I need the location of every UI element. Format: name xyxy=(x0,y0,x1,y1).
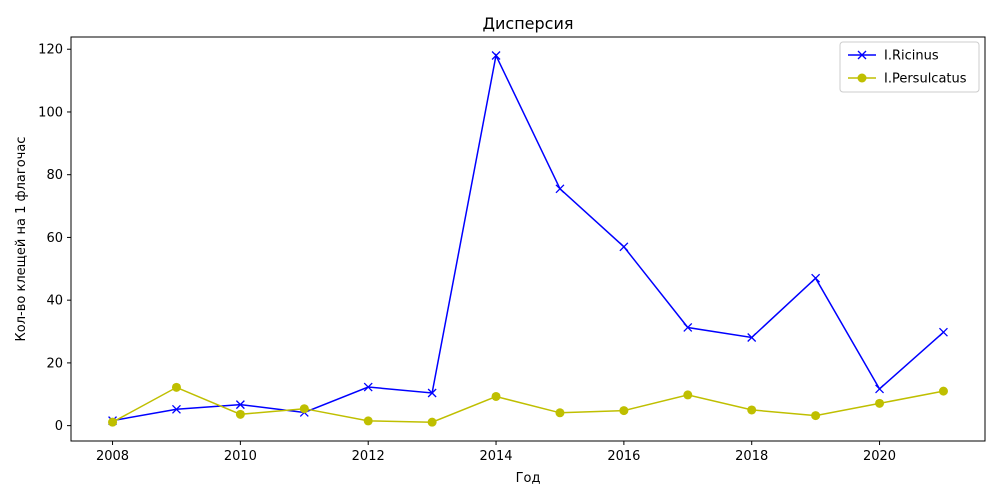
y-tick-label: 40 xyxy=(46,294,63,309)
series-i-ricinus xyxy=(108,51,948,426)
y-axis: 0 20 40 60 80 100 120 xyxy=(38,43,71,434)
y-tick-label: 120 xyxy=(38,43,63,58)
x-axis-title: Год xyxy=(516,471,541,486)
y-axis-title: Кол-во клещей на 1 флагочас xyxy=(14,137,29,342)
legend: I.Ricinus I.Persulcatus xyxy=(839,41,980,93)
y-tick-label: 60 xyxy=(46,231,63,246)
series-i-persulcatus xyxy=(108,382,948,427)
data-point-i-persulcatus xyxy=(747,405,757,415)
plot-frame xyxy=(70,36,986,442)
data-point-i-persulcatus xyxy=(555,408,565,418)
legend-item-i-persulcatus: I.Persulcatus xyxy=(848,72,967,87)
x-tick-label: 2012 xyxy=(352,449,385,464)
data-point-i-ricinus xyxy=(491,51,501,60)
data-point-i-persulcatus xyxy=(235,409,245,419)
y-tick-label: 100 xyxy=(38,105,63,120)
data-point-i-persulcatus xyxy=(171,382,181,392)
data-point-i-persulcatus xyxy=(491,391,501,401)
x-tick-label: 2010 xyxy=(224,449,257,464)
chart-title: Дисперсия xyxy=(483,14,574,33)
data-point-i-persulcatus xyxy=(683,390,693,400)
data-point-i-persulcatus xyxy=(299,404,309,414)
data-point-i-ricinus xyxy=(427,388,437,398)
data-point-i-persulcatus xyxy=(811,411,821,421)
data-point-i-ricinus xyxy=(363,382,373,392)
data-point-i-persulcatus xyxy=(938,386,948,396)
y-tick-label: 80 xyxy=(46,168,63,183)
series-line-i-persulcatus xyxy=(112,386,944,423)
data-point-i-ricinus xyxy=(747,333,757,342)
data-point-i-ricinus xyxy=(811,273,821,283)
data-point-i-ricinus xyxy=(172,404,181,414)
legend-item-i-ricinus: I.Ricinus xyxy=(848,49,939,64)
data-point-i-ricinus xyxy=(938,327,948,337)
x-axis: 2008 2010 2012 2014 2016 2018 2020 xyxy=(96,441,896,464)
y-tick-label: 20 xyxy=(46,356,63,371)
data-point-i-persulcatus xyxy=(875,398,885,408)
series-line-i-ricinus xyxy=(112,53,944,422)
legend-marker xyxy=(857,50,867,60)
x-tick-label: 2020 xyxy=(863,449,896,464)
x-tick-label: 2018 xyxy=(735,449,768,464)
data-point-i-persulcatus xyxy=(427,417,437,427)
legend-label: I.Persulcatus xyxy=(884,72,967,87)
y-tick-label: 0 xyxy=(55,419,63,434)
legend-label: I.Ricinus xyxy=(884,49,939,64)
data-point-i-persulcatus xyxy=(108,417,118,427)
data-point-i-ricinus xyxy=(875,384,884,394)
data-point-i-persulcatus xyxy=(619,406,629,416)
plot-area xyxy=(108,51,948,427)
x-tick-label: 2016 xyxy=(607,449,640,464)
x-tick-label: 2014 xyxy=(479,449,512,464)
x-tick-label: 2008 xyxy=(96,449,129,464)
data-point-i-ricinus xyxy=(619,242,629,252)
data-point-i-ricinus xyxy=(555,184,565,194)
legend-marker xyxy=(857,73,867,83)
data-point-i-persulcatus xyxy=(363,416,373,426)
data-point-i-ricinus xyxy=(235,400,245,410)
data-point-i-ricinus xyxy=(683,322,693,332)
